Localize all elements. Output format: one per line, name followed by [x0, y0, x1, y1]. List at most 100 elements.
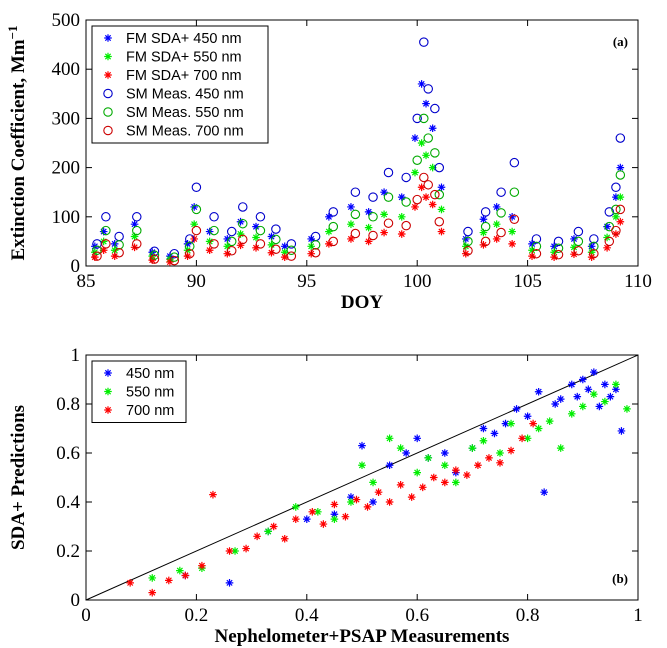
data-point	[350, 228, 361, 239]
data-point	[501, 419, 510, 428]
data-point	[369, 498, 377, 506]
x-tick-label: 0.8	[516, 605, 540, 626]
data-point	[496, 187, 506, 197]
x-axis-label: DOY	[341, 292, 384, 313]
data-point	[573, 226, 584, 237]
data-point	[205, 246, 214, 255]
data-point	[380, 210, 388, 219]
data-point	[441, 449, 449, 457]
data-point	[507, 446, 515, 455]
data-point	[209, 225, 219, 236]
data-point	[402, 449, 410, 457]
data-point	[612, 380, 620, 389]
data-point	[99, 237, 108, 246]
data-point	[380, 188, 388, 196]
data-point	[485, 454, 493, 462]
x-tick-label: 85	[77, 271, 96, 292]
legend-marker	[104, 387, 112, 396]
data-point	[209, 490, 217, 499]
data-point	[226, 236, 237, 247]
data-point	[149, 250, 160, 260]
data-point	[496, 459, 504, 467]
x-tick-label: 90	[187, 271, 206, 292]
series	[126, 419, 537, 597]
data-point	[347, 493, 355, 501]
data-point	[271, 224, 281, 234]
data-point	[385, 498, 394, 506]
y-tick-label: 0	[71, 256, 81, 277]
data-point	[209, 239, 219, 249]
data-point	[611, 225, 621, 236]
data-layer	[91, 37, 626, 266]
data-point	[412, 155, 422, 165]
data-point	[616, 217, 625, 226]
data-point	[308, 508, 317, 516]
data-point	[441, 478, 449, 487]
data-point	[570, 235, 578, 243]
data-point	[165, 576, 173, 585]
data-point	[205, 237, 214, 246]
data-point	[579, 375, 587, 384]
data-point	[430, 189, 440, 200]
y-tick-label: 500	[52, 10, 81, 31]
data-point	[396, 481, 405, 489]
data-point	[364, 223, 373, 232]
data-point	[286, 239, 297, 249]
data-point	[496, 227, 506, 238]
data-point	[461, 235, 470, 243]
data-point	[479, 436, 488, 445]
data-point	[169, 255, 180, 266]
data-point	[422, 193, 430, 201]
data-point	[225, 579, 234, 587]
data-point	[368, 212, 378, 222]
data-point	[508, 213, 516, 221]
data-point	[267, 241, 276, 249]
data-point	[437, 183, 446, 192]
data-point	[534, 387, 543, 396]
data-point	[271, 244, 281, 255]
data-point	[99, 227, 108, 236]
data-point	[611, 182, 621, 193]
data-point	[185, 234, 195, 244]
data-point	[191, 225, 202, 236]
data-point	[132, 225, 142, 236]
data-point	[231, 547, 239, 555]
data-point	[325, 227, 333, 236]
data-point	[223, 242, 232, 251]
data-point	[364, 237, 373, 246]
series	[92, 172, 626, 266]
data-point	[396, 444, 405, 452]
data-point	[612, 193, 620, 201]
legend-label: FM SDA+ 700 nm	[126, 68, 242, 84]
data-point	[604, 236, 615, 247]
data-point	[512, 405, 521, 413]
data-point	[480, 236, 491, 247]
series	[181, 368, 626, 587]
y-axis-label: SDA+ Predictions	[8, 405, 29, 550]
series	[148, 380, 631, 582]
data-point	[573, 236, 584, 247]
legend-label: FM SDA+ 450 nm	[126, 31, 242, 47]
data-point	[589, 234, 599, 244]
plot-frame	[85, 19, 639, 267]
data-point	[148, 574, 157, 582]
data-point	[169, 252, 180, 262]
data-point	[99, 246, 108, 255]
data-point	[590, 390, 598, 398]
x-tick-label: 110	[624, 271, 652, 292]
data-point	[169, 248, 180, 259]
data-point	[531, 234, 542, 244]
data-point	[419, 113, 429, 124]
data-point	[185, 241, 195, 252]
data-point	[507, 419, 515, 428]
data-point	[463, 245, 473, 256]
data-point	[358, 461, 366, 470]
data-point	[101, 225, 111, 236]
data-point	[148, 248, 157, 257]
y-tick-label: 200	[52, 158, 81, 179]
data-point	[242, 544, 250, 553]
data-point	[314, 508, 322, 516]
data-point	[430, 103, 440, 114]
data-point	[509, 214, 520, 225]
data-point	[423, 180, 433, 190]
